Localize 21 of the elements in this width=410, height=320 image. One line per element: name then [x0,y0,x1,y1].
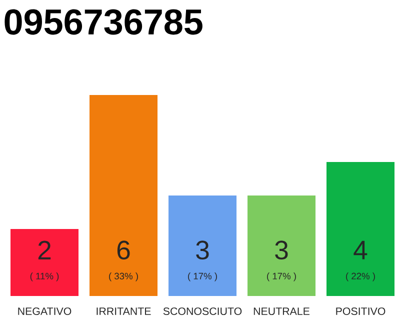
bar [326,162,394,296]
x-tick-label: NEUTRALE [254,308,310,316]
annotation: ( 17% ) [267,272,296,282]
data-label: 6 [117,240,130,260]
x-tick-label: NEGATIVO [18,307,72,316]
annotation: ( 17% ) [188,272,217,282]
annotation: ( 11% ) [30,272,59,282]
data-label: 3 [196,240,209,260]
x-tick-label: SCONOSCIUTO [163,307,242,316]
annotation: ( 22% ) [346,272,375,282]
x-tick-label: POSITIVO [336,307,386,316]
data-label: 3 [275,240,288,260]
annotation: ( 33% ) [109,272,138,282]
bar [168,195,237,296]
bar [90,95,158,296]
chart-title: 0956736785 [4,9,202,35]
bar [248,195,316,296]
data-label: 4 [354,240,368,260]
x-tick-label: IRRITANTE [96,308,151,315]
bar [10,228,79,296]
data-label: 2 [38,240,51,260]
